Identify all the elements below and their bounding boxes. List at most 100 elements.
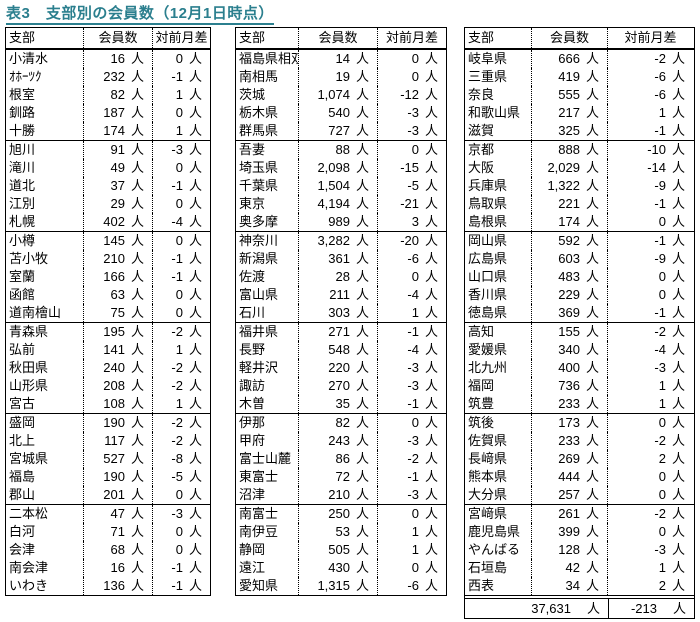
branch-table-1: 支部 会員数 対前月差 小清水 16 人 0 人ｵﾎｰﾂｸ 232 人 -1 人根室 82 人 1 人釧路 18… xyxy=(5,27,211,596)
unit-label: 人 xyxy=(130,233,144,248)
members-cell-value: 548 xyxy=(328,342,350,357)
diff-cell-value: -1 xyxy=(654,305,666,320)
diff-cell-value: 1 xyxy=(658,560,666,575)
diff-cell: -5 人 xyxy=(152,468,210,486)
unit-label: 人 xyxy=(585,142,599,157)
diff-cell-value: -9 xyxy=(654,251,666,266)
branch-cell: 新潟県 xyxy=(239,251,279,266)
members-cell-value: 136 xyxy=(103,578,125,593)
members-cell-value: 63 xyxy=(110,287,125,302)
unit-label: 人 xyxy=(130,160,144,175)
unit-label: 人 xyxy=(188,69,202,84)
unit-label: 人 xyxy=(130,69,144,84)
table-row: 富山県 211 人 -4 人 xyxy=(236,286,446,304)
table-row: 小清水 16 人 0 人 xyxy=(6,50,210,68)
members-cell-value: 47 xyxy=(110,506,125,521)
diff-cell-value: -1 xyxy=(407,324,419,339)
unit-label: 人 xyxy=(585,287,599,302)
members-cell: 174 人 xyxy=(83,122,152,140)
diff-cell: -12 人 xyxy=(377,86,446,104)
members-cell: 250 人 xyxy=(298,505,377,523)
unit-label: 人 xyxy=(585,524,599,539)
members-cell-value: 16 xyxy=(110,560,125,575)
unit-label: 人 xyxy=(188,269,202,284)
diff-cell-value: 1 xyxy=(411,305,419,320)
members-cell-value: 91 xyxy=(110,142,125,157)
members-cell-value: 2,029 xyxy=(547,160,580,175)
diff-cell-value: 0 xyxy=(658,269,666,284)
header-row: 支部 会員数 対前月差 xyxy=(6,28,210,50)
unit-label: 人 xyxy=(355,433,369,448)
branch-cell: 石垣島 xyxy=(468,560,508,575)
members-cell: 201 人 xyxy=(83,486,152,504)
unit-label: 人 xyxy=(355,123,369,138)
unit-label: 人 xyxy=(355,196,369,211)
members-cell: 217 人 xyxy=(531,104,607,122)
table-row: 山形県 208 人 -2 人 xyxy=(6,377,210,395)
table-row: 埼玉県 2,098 人 -15 人 xyxy=(236,159,446,177)
diff-cell-value: 0 xyxy=(411,269,419,284)
branch-cell: 宮城県 xyxy=(9,451,49,466)
members-cell-value: 108 xyxy=(103,396,125,411)
diff-cell-value: -6 xyxy=(407,578,419,593)
members-cell: 303 人 xyxy=(298,304,377,322)
branch-cell: 福島 xyxy=(9,469,36,484)
table-title: 表3 支部別の会員数（12月1日時点） xyxy=(6,2,274,25)
diff-cell: -1 人 xyxy=(152,250,210,268)
table-row: 徳島県 369 人 -1 人 xyxy=(465,304,694,322)
table-row: 釧路 187 人 0 人 xyxy=(6,104,210,122)
members-cell: 361 人 xyxy=(298,250,377,268)
branch-cell: 吾妻 xyxy=(239,142,266,157)
unit-label: 人 xyxy=(585,233,599,248)
row-group: 神奈川 3,282 人 -20 人新潟県 361 人 -6 人佐渡 28 人 0 人富山県 211 人 -4 人… xyxy=(236,231,446,322)
diff-cell-value: -2 xyxy=(654,506,666,521)
row-group: 岐阜県 666 人 -2 人三重県 419 人 -6 人奈良 555 人 -6 人和歌山県 217 人 1 人滋… xyxy=(465,50,694,140)
members-cell: 483 人 xyxy=(531,268,607,286)
diff-cell-value: 1 xyxy=(175,396,183,411)
members-cell: 211 人 xyxy=(298,286,377,304)
branch-cell: 京都 xyxy=(468,142,495,157)
diff-cell-value: 0 xyxy=(175,287,183,302)
table-row: 遠江 430 人 0 人 xyxy=(236,559,446,577)
diff-cell: -14 人 xyxy=(607,159,693,177)
diff-cell-value: 1 xyxy=(658,396,666,411)
branch-cell: 諏訪 xyxy=(239,378,266,393)
unit-label: 人 xyxy=(671,214,685,229)
unit-label: 人 xyxy=(130,415,144,430)
members-cell: 233 人 xyxy=(531,395,607,413)
table-row: 滝川 49 人 0 人 xyxy=(6,159,210,177)
unit-label: 人 xyxy=(355,142,369,157)
members-cell: 53 人 xyxy=(298,523,377,541)
members-cell-value: 34 xyxy=(565,578,580,593)
table-row: 南伊豆 53 人 1 人 xyxy=(236,523,446,541)
branch-cell: 筑豊 xyxy=(468,396,495,411)
members-cell-value: 444 xyxy=(558,469,580,484)
diff-cell: -1 人 xyxy=(607,195,693,213)
unit-label: 人 xyxy=(672,601,686,616)
table-row: 苫小牧 210 人 -1 人 xyxy=(6,250,210,268)
table-row: 福井県 271 人 -1 人 xyxy=(236,323,446,341)
members-cell-value: 261 xyxy=(558,506,580,521)
diff-cell-value: -12 xyxy=(400,87,419,102)
members-cell: 136 人 xyxy=(83,577,152,595)
branch-cell: 愛知県 xyxy=(239,578,279,593)
members-cell-value: 187 xyxy=(103,105,125,120)
branch-cell: 木曽 xyxy=(239,396,266,411)
unit-label: 人 xyxy=(355,396,369,411)
diff-cell-value: 0 xyxy=(658,469,666,484)
diff-cell: -2 人 xyxy=(152,359,210,377)
unit-label: 人 xyxy=(424,451,438,466)
members-cell: 888 人 xyxy=(531,141,607,159)
members-cell-value: 402 xyxy=(103,214,125,229)
diff-cell-value: 0 xyxy=(175,542,183,557)
table-row: 道南檜山 75 人 0 人 xyxy=(6,304,210,322)
diff-cell: -10 人 xyxy=(607,141,693,159)
diff-cell-value: -2 xyxy=(171,415,183,430)
table-row: 札幌 402 人 -4 人 xyxy=(6,213,210,231)
table-row: 秋田県 240 人 -2 人 xyxy=(6,359,210,377)
members-cell: 540 人 xyxy=(298,104,377,122)
diff-cell: -6 人 xyxy=(377,250,446,268)
